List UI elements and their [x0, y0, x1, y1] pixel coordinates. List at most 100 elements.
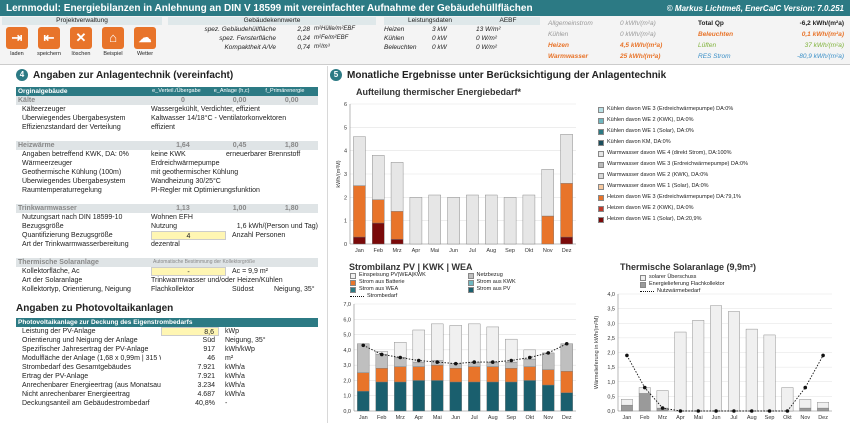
kennwert-row: spez. Gebäudehüllfläche 2,28 m²Hülle/m²EBF	[168, 25, 376, 34]
bar-segment	[431, 364, 444, 381]
bar-segment	[817, 407, 829, 412]
legend-item: Kühlen davon WE 3 (Erdreichwärmepumpe) D…	[598, 104, 748, 115]
chart-energiebedarf-legend: Kühlen davon WE 3 (Erdreichwärmepumpe) D…	[598, 104, 748, 225]
Beispiel-button[interactable]: ⌂ Beispiel	[100, 27, 126, 57]
bar-segment	[541, 169, 554, 217]
x-tick-label: Mrz	[392, 248, 401, 254]
tww-value[interactable]: Wohnen EFH	[151, 214, 193, 221]
solar-value[interactable]: Flachkollektor	[151, 286, 195, 293]
y-tick-label: 6,0	[343, 317, 351, 323]
speichern-button[interactable]: ⇤ speichern	[36, 27, 62, 57]
legend-item: Nutzwärmebedarf	[640, 288, 725, 295]
leistung-label: Kühlen	[384, 35, 405, 42]
y-tick-label: 0	[344, 242, 347, 248]
x-tick-label: Sep	[505, 248, 515, 254]
legend-item: Strom aus PV	[467, 286, 586, 293]
button-label: speichern	[37, 51, 61, 57]
pv-row: Spezifischer Jahresertrag der PV-Anlage 9…	[22, 346, 255, 353]
legend-item: Heizen davon WE 3 (Erdreichwärmepumpe) D…	[598, 192, 748, 203]
y-tick-label: 0,5	[607, 394, 615, 400]
legend-item: Einspeisung PV|WEA|KWK	[350, 272, 468, 279]
bar-segment	[799, 407, 812, 412]
pv-row: Orientierung und Neigung der Anlage Süd Ne…	[22, 337, 266, 344]
leistung-row: Heizen 3 kW 13 W/m²	[384, 25, 540, 34]
Wetter-button[interactable]: ☁ Wetter	[132, 27, 158, 57]
pv-row: Nicht anrechenbarer Energieertrag 4.687 kW…	[22, 391, 245, 398]
legend-label: Kühlen davon WE 2 (KWK), DA:0%	[607, 117, 694, 123]
y-tick-label: 3	[344, 172, 347, 178]
legend-label: solarer Überschuss	[649, 274, 697, 280]
chart-solaranlage-legend: solarer Überschuss Energielieferung Flach…	[640, 274, 725, 295]
legend-item: Strombedarf	[350, 293, 468, 300]
y-tick-label: 1	[344, 219, 347, 225]
legend-swatch	[598, 117, 604, 124]
section-5-heading: 5 Monatliche Ergebnisse unter Berücksich…	[330, 68, 666, 82]
bar-segment	[523, 358, 536, 367]
bilanz-label: Heizen	[548, 42, 569, 49]
solar-row: Kollektorfläche, Ac - Ac = 9,9 m²	[22, 267, 268, 276]
x-tick-label: Aug	[488, 415, 498, 421]
x-tick-label: Feb	[640, 415, 649, 421]
line-point	[435, 360, 440, 364]
bar-segment	[372, 222, 385, 245]
aebf-heading: AEBF	[499, 17, 517, 24]
x-tick-label: Mai	[430, 248, 439, 254]
bar-segment	[447, 197, 460, 245]
löschen-button[interactable]: ✕ löschen	[68, 27, 94, 57]
bar-segment	[394, 342, 407, 358]
line-point	[821, 353, 825, 358]
chart-solaranlage-title: Thermische Solaranlage (9,9m²)	[620, 262, 757, 272]
kpi-bar: Projektverwaltung ⇥ laden ⇤ speichern ✕ lösch…	[0, 16, 850, 65]
heizwaerme-row: Geothermische Kühlung (100m) mit geotherm…	[22, 169, 239, 176]
y-axis-label: kWh/(m²M)	[336, 160, 342, 187]
personen-input[interactable]: 4	[151, 231, 226, 240]
x-tick-label: Nov	[543, 248, 553, 254]
legend-swatch	[467, 279, 474, 286]
bar-segment	[621, 404, 633, 412]
line-point	[785, 409, 790, 413]
bar-segment	[353, 136, 366, 186]
line-point	[416, 358, 421, 363]
line-point	[564, 341, 569, 346]
legend-item: Strom aus KWK	[467, 279, 586, 286]
legend-item: Heizen davon WE 2 (KWK), DA:0%	[598, 203, 748, 214]
bar-segment	[466, 194, 479, 245]
legend-swatch	[598, 106, 604, 113]
legend-swatch	[598, 216, 604, 223]
bar-segment	[799, 399, 812, 409]
pv-value: 7.921	[197, 373, 215, 380]
bar-segment	[372, 155, 385, 200]
x-tick-label: Sep	[506, 415, 516, 421]
y-tick-label: 3,0	[607, 321, 615, 327]
pv-leistung-input[interactable]: 8,6	[161, 327, 219, 336]
kollektorflaeche-input[interactable]: -	[151, 267, 226, 276]
y-tick-label: 7,0	[343, 302, 351, 308]
house-icon: ⌂	[102, 27, 124, 49]
legend-label: Strom aus Batterie	[359, 279, 405, 285]
solar-row: Art der Solaranlage Trinkwarmwasser und/o…	[16, 276, 318, 285]
leistungsdaten-heading: Leistungsdaten	[407, 17, 453, 24]
kaelte-header: Kälte 0 0,00 0,00	[16, 96, 318, 105]
bar-segment	[431, 380, 444, 412]
legend-label: Strombedarf	[367, 293, 398, 299]
x-tick-label: Jun	[712, 415, 721, 421]
tww-value[interactable]: Nutzung	[151, 223, 178, 230]
bar-segment	[449, 381, 462, 412]
tww-value[interactable]: dezentral	[151, 241, 180, 248]
kennwert-row: Kompaktheit A/Ve 0,74 m²/m³	[168, 43, 376, 52]
bar-segment	[560, 236, 573, 245]
bar-segment	[390, 239, 404, 245]
bar-segment	[394, 381, 407, 412]
legend-item: Warmwasser davon WE 2 (KWK), DA:0%	[598, 170, 748, 181]
legend-label: Strom aus KWK	[476, 279, 516, 285]
legend-swatch	[598, 205, 604, 212]
legend-item: Energielieferung Flachkollektor	[640, 281, 725, 288]
legend-item: Kühlen davon WE 1 (Solar), DA:0%	[598, 126, 748, 137]
legend-label: Heizen davon WE 3 (Erdreichwärmepumpe) D…	[607, 194, 741, 200]
laden-button[interactable]: ⇥ laden	[4, 27, 30, 57]
legend-item: Kühlen davon WE 2 (KWK), DA:0%	[598, 115, 748, 126]
chart-strombilanz-legend: Einspeisung PV|WEA|KWK Netzbezug Strom aus…	[350, 272, 585, 300]
solar-value[interactable]: Trinkwarmwasser und/oder Heizen/Kühlen	[151, 277, 283, 284]
bar-segment	[505, 361, 518, 369]
x-tick-label: Okt	[525, 415, 534, 421]
